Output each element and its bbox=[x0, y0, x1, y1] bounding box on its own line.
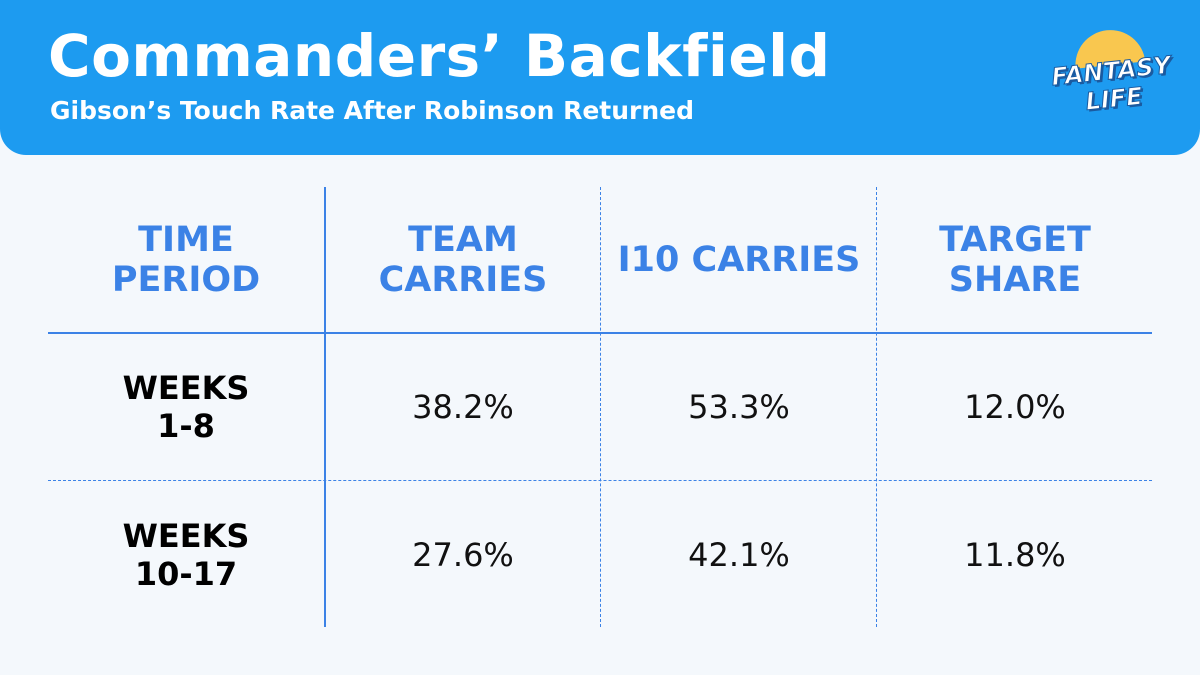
column-header: TARGET SHARE bbox=[939, 220, 1091, 300]
header-band bbox=[0, 0, 1200, 155]
row-label: WEEKS 10-17 bbox=[122, 517, 250, 593]
cell-value: 12.0% bbox=[964, 388, 1066, 426]
subtitle: Gibson’s Touch Rate After Robinson Retur… bbox=[50, 96, 695, 125]
cell-value: 53.3% bbox=[688, 388, 790, 426]
divider bbox=[876, 187, 877, 627]
cell-value: 11.8% bbox=[964, 536, 1066, 574]
logo: FANTASY LIFE bbox=[1047, 24, 1177, 136]
cell-value: 38.2% bbox=[412, 388, 514, 426]
title: Commanders’ Backfield bbox=[48, 22, 831, 90]
cell-value: 27.6% bbox=[412, 536, 514, 574]
divider bbox=[324, 187, 326, 627]
column-header: TIME PERIOD bbox=[111, 220, 261, 300]
column-header: I10 CARRIES bbox=[617, 240, 861, 280]
row-label: WEEKS 1-8 bbox=[122, 369, 250, 445]
cell-value: 42.1% bbox=[688, 536, 790, 574]
column-header: TEAM CARRIES bbox=[378, 220, 548, 300]
divider bbox=[600, 187, 601, 627]
divider bbox=[48, 480, 1152, 481]
divider bbox=[48, 332, 1152, 334]
